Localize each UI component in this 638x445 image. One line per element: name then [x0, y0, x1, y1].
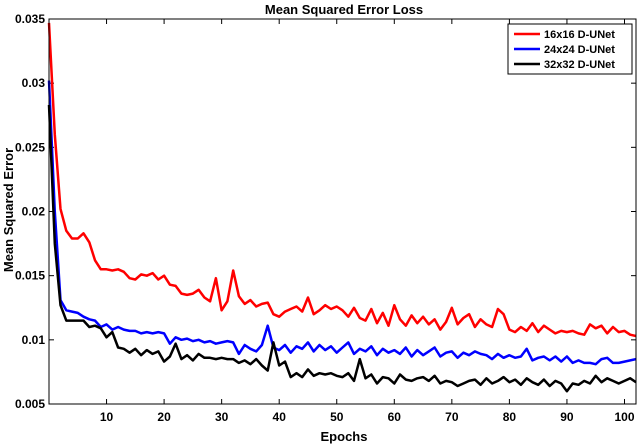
- y-axis-label: Mean Squared Error: [1, 148, 16, 272]
- y-tick-label: 0.015: [15, 269, 45, 283]
- plot-area: [49, 19, 636, 404]
- series-line-32x32-d-unet: [47, 104, 637, 393]
- x-tick-label: 70: [445, 410, 459, 424]
- legend: 16x16 D-UNet 24x24 D-UNet 32x32 D-UNet: [507, 23, 633, 75]
- y-axis-ticks: 0.005 0.01 0.015 0.02 0.025 0.03 0.035: [15, 12, 636, 411]
- x-axis-ticks: 10 20 30 40 50 60 70 80 90 100: [100, 19, 635, 424]
- plot-frame: [48, 18, 637, 405]
- x-tick-label: 100: [614, 410, 634, 424]
- x-tick-label: 20: [157, 410, 171, 424]
- legend-label-24x24-d-unet: 24x24 D-UNet: [544, 44, 615, 56]
- x-tick-label: 40: [273, 410, 287, 424]
- y-tick-label: 0.005: [15, 397, 45, 411]
- x-tick-label: 10: [100, 410, 114, 424]
- y-tick-label: 0.035: [15, 12, 45, 26]
- chart-title: Mean Squared Error Loss: [265, 2, 423, 17]
- y-tick-label: 0.02: [22, 205, 46, 219]
- legend-label-32x32-d-unet: 32x32 D-UNet: [544, 59, 615, 71]
- x-tick-label: 90: [560, 410, 574, 424]
- y-tick-label: 0.03: [22, 76, 46, 90]
- legend-label-16x16-d-unet: 16x16 D-UNet: [544, 29, 615, 41]
- y-tick-label: 0.025: [15, 140, 45, 154]
- plot-background: [49, 19, 636, 404]
- x-tick-label: 50: [330, 410, 344, 424]
- x-tick-label: 30: [215, 410, 229, 424]
- series-lines: [47, 22, 637, 393]
- series-line-24x24-d-unet: [47, 80, 637, 366]
- series-line-16x16-d-unet: [47, 22, 637, 338]
- y-tick-label: 0.01: [22, 333, 46, 347]
- x-axis-label: Epochs: [321, 429, 368, 444]
- x-tick-label: 80: [503, 410, 517, 424]
- x-tick-label: 60: [388, 410, 402, 424]
